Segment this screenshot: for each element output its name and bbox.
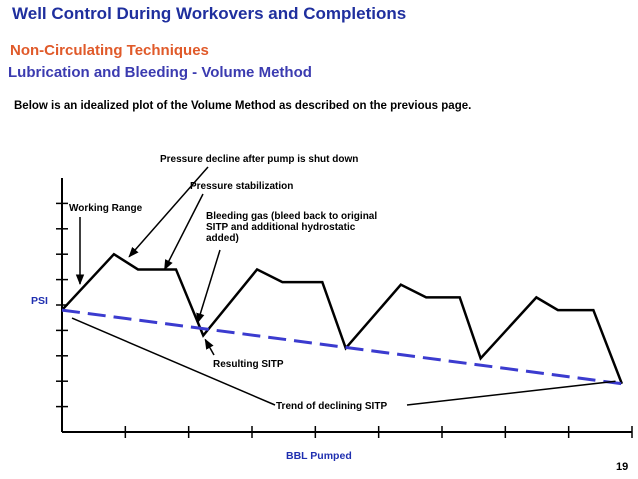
page-number: 19 (616, 461, 629, 473)
annotation-pressure-decline: Pressure decline after pump is shut down (160, 154, 358, 165)
annotation-pressure-stabilization: Pressure stabilization (190, 181, 293, 192)
arrow-pressure-decline (128, 166, 209, 258)
annotation-trend-sitp: Trend of declining SITP (276, 401, 387, 412)
annotation-bleeding-gas: Bleeding gas (bleed back to original SITP… (206, 211, 377, 244)
arrow-resulting-sitp (204, 338, 215, 356)
pressure-line (61, 252, 624, 385)
sitp-trend-line (61, 308, 623, 386)
annotation-working-range: Working Range (69, 203, 143, 214)
leader-trend-right (406, 380, 616, 406)
arrow-pressure-stabilization (163, 193, 204, 271)
section-subtitle: Non-Circulating Techniques (10, 42, 209, 59)
page-title: Well Control During Workovers and Comple… (12, 4, 407, 23)
arrow-bleeding-gas (196, 249, 221, 324)
leader-trend-left (71, 317, 276, 406)
x-axis-label: BBL Pumped (286, 450, 352, 462)
intro-text: Below is an idealized plot of the Volume… (14, 100, 472, 112)
y-axis-label: PSI (31, 295, 48, 307)
section-heading: Lubrication and Bleeding - Volume Method (8, 64, 312, 81)
annotation-resulting-sitp: Resulting SITP (213, 359, 284, 370)
